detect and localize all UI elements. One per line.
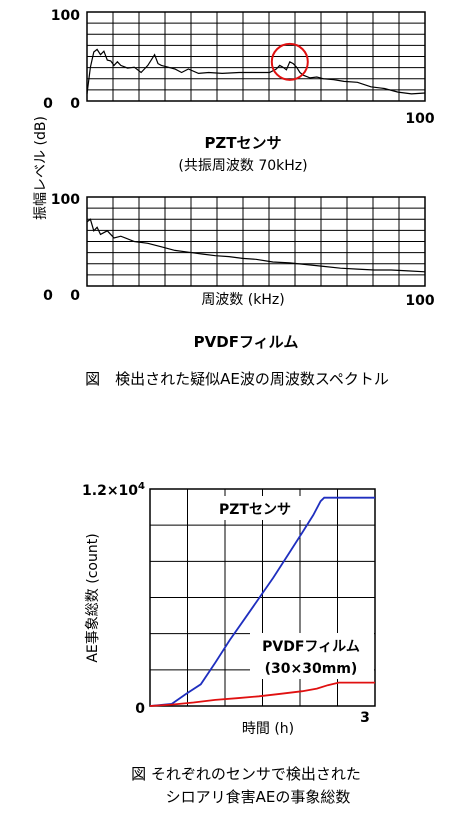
pvdf-grid	[87, 197, 425, 286]
time-x-axis-label: 時間 (h)	[242, 721, 294, 737]
caption-ae-line2: シロアリ食害AEの事象総数	[166, 788, 351, 806]
pvdf-plot-frame	[86, 196, 426, 287]
pvdf-spectrum-line	[86, 218, 426, 273]
pzt-title: PZTセンサ	[204, 134, 281, 152]
ae-y-tick-0: 0	[135, 701, 145, 717]
ae-x-tick-3: 3	[360, 710, 370, 726]
pvdf-y-tick-0: 0	[70, 288, 80, 304]
pvdf-spectrum-chart: 100 0 0 100 周波数 (kHz) PVDFフィルム	[43, 192, 435, 351]
pzt-x-tick-100: 100	[405, 111, 434, 127]
legend-pvdf: PVDFフィルム	[262, 639, 360, 655]
pzt-x-tick-0: 0	[43, 96, 53, 112]
pvdf-x-tick-0: 0	[43, 288, 53, 304]
pvdf-x-tick-100: 100	[405, 293, 434, 309]
pvdf-legend-bg	[250, 633, 374, 679]
pzt-grid	[87, 12, 425, 101]
pzt-spectrum-chart: 100 0 0 100 PZTセンサ (共振周波数 70kHz)	[43, 8, 435, 174]
pzt-y-tick-0: 0	[70, 96, 80, 112]
spectrum-y-axis-label: 振幅レベル (dB)	[33, 116, 49, 220]
pzt-y-tick-100: 100	[51, 8, 80, 24]
legend-pvdf-size: (30×30mm)	[265, 661, 358, 677]
pvdf-count-line	[149, 681, 375, 707]
pzt-legend-bg	[206, 496, 304, 520]
pzt-plot-frame	[86, 11, 426, 102]
caption-spectrum: 図 検出された疑似AE波の周波数スペクトル	[85, 370, 389, 388]
pzt-count-line	[149, 496, 375, 707]
frequency-x-axis-label: 周波数 (kHz)	[201, 292, 284, 308]
pvdf-title: PVDFフィルム	[194, 333, 299, 351]
ae-plot-frame	[149, 488, 376, 707]
ae-count-chart: 1.2×104 0 3 時間 (h) AE事象総数 (count) PZTセンサ…	[82, 481, 376, 737]
resonance-highlight-circle	[270, 42, 309, 81]
pvdf-y-tick-100: 100	[51, 192, 80, 208]
ae-y-tick-top: 1.2×104	[82, 481, 145, 499]
pzt-spectrum-line	[86, 48, 426, 95]
ae-y-axis-label: AE事象総数 (count)	[85, 533, 101, 662]
pzt-subtitle: (共振周波数 70kHz)	[178, 158, 307, 174]
caption-ae-line1: 図 それぞれのセンサで検出された	[131, 765, 361, 783]
legend-pzt: PZTセンサ	[219, 502, 291, 518]
